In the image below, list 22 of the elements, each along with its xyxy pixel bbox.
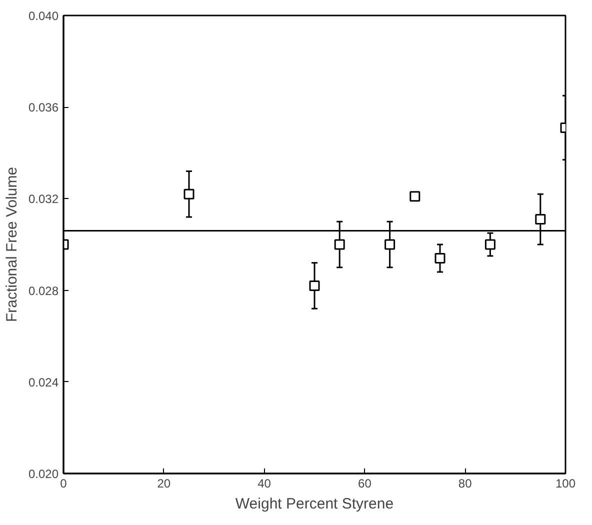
x-tick-label: 100 — [555, 476, 576, 490]
point — [535, 214, 546, 225]
point — [184, 188, 194, 200]
point — [384, 239, 396, 250]
x-tick-label: 40 — [258, 476, 272, 490]
x-tick-label: 80 — [458, 476, 472, 490]
x-tick-label: 60 — [358, 476, 372, 490]
point — [410, 191, 420, 202]
x-tick-label: 0 — [60, 476, 68, 490]
y-tick-label: 0.032 — [28, 192, 59, 206]
y-axis-title: Fractional Free Volume — [3, 166, 20, 322]
y-tick-label: 0.024 — [28, 375, 59, 390]
x-tick-label: 20 — [157, 476, 171, 490]
x-axis-title: Weight Percent Styrene — [235, 496, 394, 512]
point — [334, 239, 345, 250]
y-tick-label: 0.028 — [28, 284, 59, 298]
y-tick-label: 0.040 — [28, 9, 59, 23]
point — [309, 280, 320, 291]
y-tick-label: 0.036 — [28, 100, 59, 115]
point — [484, 239, 496, 250]
point — [434, 252, 446, 264]
y-tick-label: 0.020 — [28, 467, 59, 481]
